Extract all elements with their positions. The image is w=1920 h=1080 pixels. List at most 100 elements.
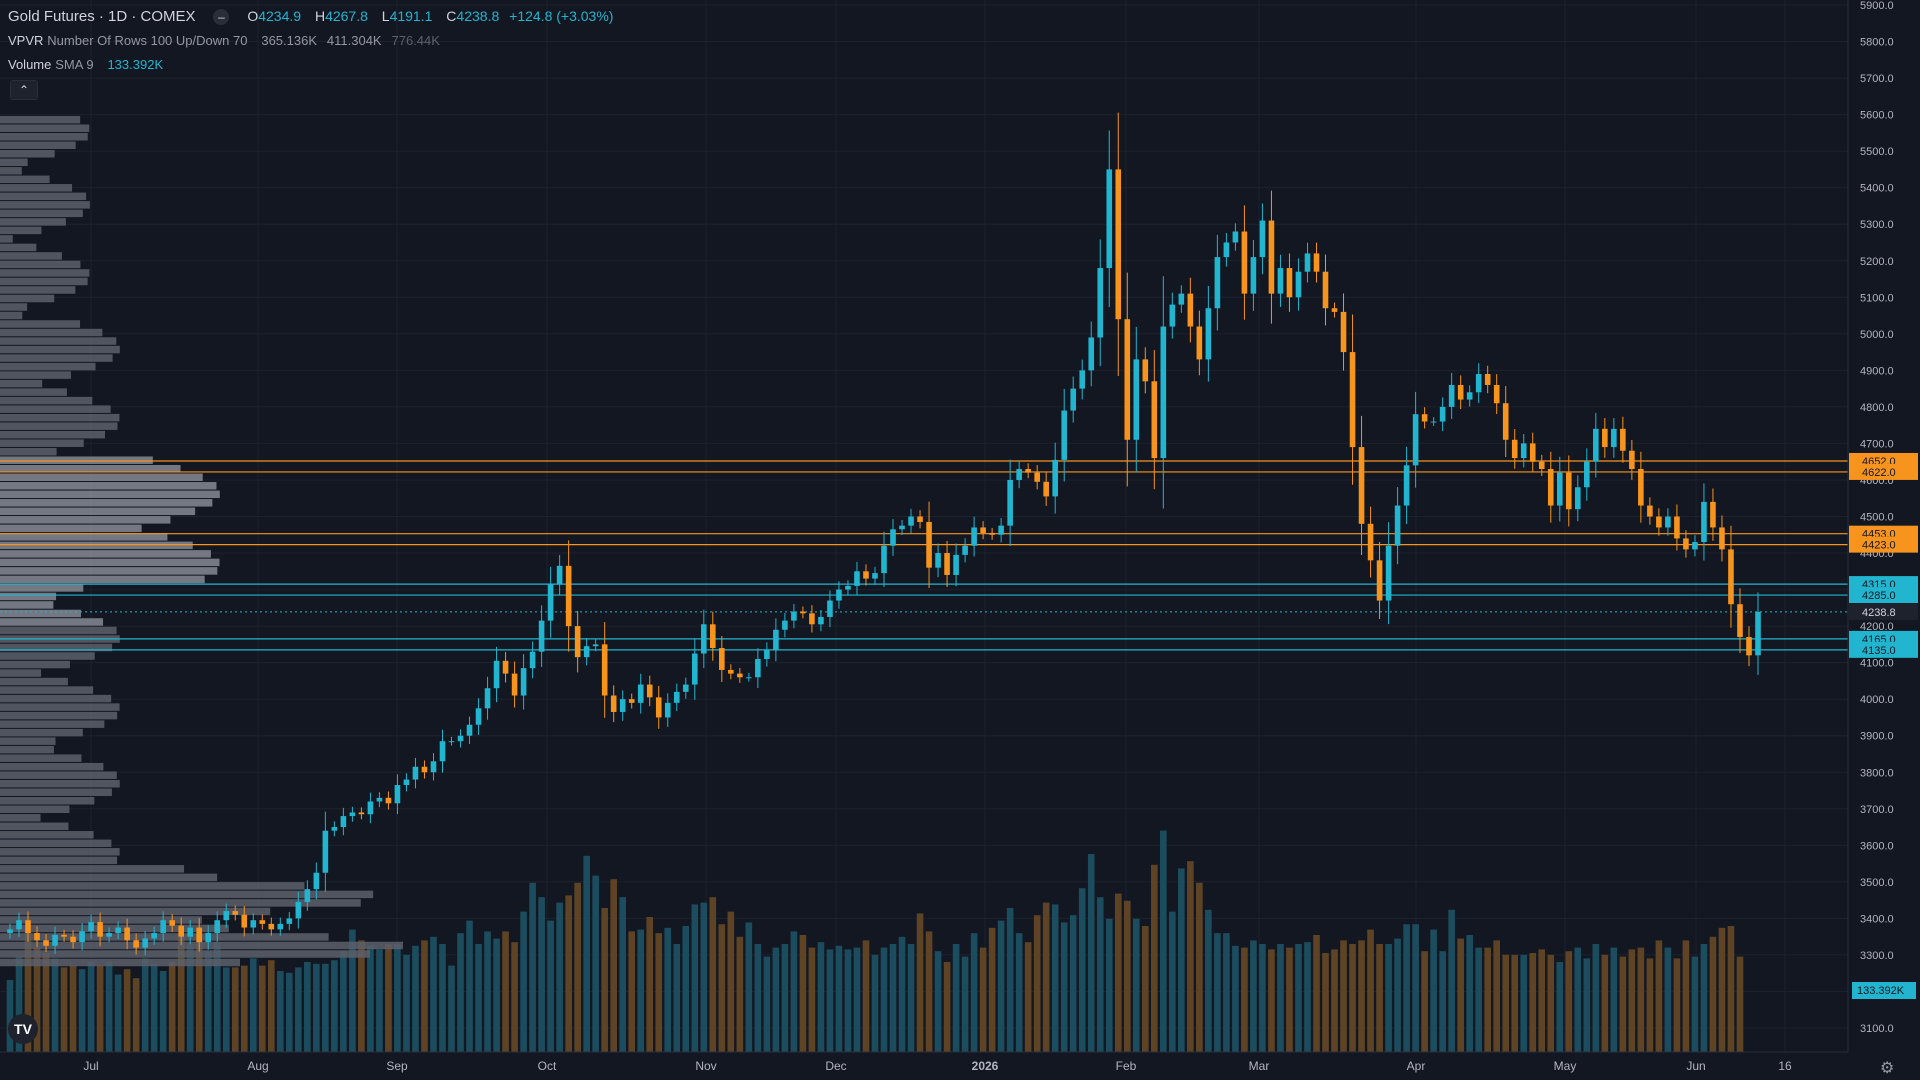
vpvr-row [0,677,68,686]
candle-body [1286,268,1293,298]
eye-dot-icon[interactable]: – [213,9,230,26]
candle-body [7,929,13,934]
price-tick-label: 5500.0 [1860,146,1894,158]
symbol-title[interactable]: Gold Futures · 1D · COMEX [8,8,196,25]
candle-body [430,761,437,773]
volume-bar [655,933,663,1052]
candle-body [403,779,410,786]
candle-body [1556,472,1563,506]
volume-bar [1439,951,1446,1052]
close-value: 4238.8 [456,8,500,24]
volume-bar [1141,926,1149,1052]
vpvr-legend[interactable]: VPVR Number Of Rows 100 Up/Down 70 365.1… [8,32,440,48]
candle-body [1538,461,1545,470]
candle-body [1620,428,1626,451]
candle-body [917,516,923,522]
volume-legend[interactable]: Volume SMA 9 133.392K [8,56,163,72]
volume-bar [475,944,482,1052]
volume-bar [286,972,293,1052]
candle-body [1746,637,1752,656]
volume-bar [1205,909,1212,1052]
low-label: L [381,8,390,24]
volume-bar [87,962,95,1052]
symbol-legend[interactable]: Gold Futures · 1D · COMEX – O4234.9 H426… [8,8,619,26]
volume-bar [33,947,41,1052]
volume-bar [1178,868,1185,1052]
volume-bar [1114,893,1122,1052]
candle-body [511,673,518,696]
volume-bar [222,967,230,1052]
price-axis[interactable]: 5900.0 5800.0 5700.0 5600.0 5500.0 5400.0 5300… [1847,0,1920,1080]
volume-bar [952,944,960,1052]
candle-body [1376,560,1383,601]
candle-body [1466,392,1473,400]
candle-body [1304,253,1311,272]
candle-body [358,812,365,815]
candle-body [169,920,175,926]
volume-bar [1502,954,1510,1052]
candle-body [1070,388,1077,411]
candle-body [610,695,617,712]
candle-body [818,616,824,625]
candle-body [34,933,40,941]
candle-body [250,920,257,928]
candle-body [88,922,94,932]
vpvr-row [0,218,66,226]
volume-bar [1277,944,1284,1052]
candle-body [1385,545,1392,601]
candle-body [592,644,599,647]
volume-bar [358,940,365,1052]
volume-bar [1331,949,1338,1052]
volume-bar [484,931,491,1052]
volume-name[interactable]: Volume [8,57,52,72]
vpvr-row [0,243,37,252]
vpvr-row [0,226,42,235]
candle-body [565,565,572,627]
vpvr-row [0,890,374,899]
time-tick-label: Jul [83,1059,98,1073]
candle-body [628,699,635,703]
horizontal-levels[interactable] [0,460,1848,651]
vpvr-row [0,354,113,362]
change-value: +124.8 (+3.03%) [509,8,614,24]
candle-body [277,923,284,930]
volume-bar [1655,940,1663,1052]
volume-bar [1196,882,1203,1052]
vpvr-row [0,848,120,856]
candle-body [1584,461,1590,488]
volume-bar [1673,958,1681,1052]
candle-body [1259,220,1266,258]
candle-body [863,571,869,579]
vpvr-name[interactable]: VPVR [8,33,44,48]
price-tick-label: 3300.0 [1860,950,1894,962]
candle-body [1196,326,1203,360]
candle-body [791,611,797,621]
volume-bar [1187,861,1194,1052]
volume-bar [177,936,185,1052]
candle-body [196,927,203,943]
candle-body [673,691,680,703]
volume-bar [195,933,203,1052]
candle-body [538,620,545,652]
time-tick-label: Apr [1407,1059,1426,1073]
price-tick-label: 4000.0 [1860,694,1894,706]
chevron-up-icon[interactable]: ⌃ [10,80,38,100]
volume-profile [0,115,404,967]
volume-bar [754,944,762,1052]
vpvr-row [0,201,90,209]
candle-body [944,553,950,575]
last-price-label: 4238.8 [1862,607,1896,619]
vpvr-row [0,592,57,601]
ohlc-values: O4234.9 H4267.8 L4191.1 C4238.8 +124.8 (… [243,8,619,24]
candle-body [205,933,212,943]
vpvr-row [0,924,229,933]
candle-body [232,911,239,915]
time-tick-label: Dec [825,1059,846,1073]
tradingview-logo[interactable]: TV [8,1014,38,1044]
volume-bar [1160,830,1167,1052]
gear-icon[interactable]: ⚙ [1880,1060,1895,1077]
time-tick-label: Sep [386,1059,408,1073]
vpvr-row [0,950,370,958]
time-axis[interactable]: Jul Aug Sep Oct Nov Dec 2026 Feb Mar Apr May Jun 16 [0,1051,1920,1080]
